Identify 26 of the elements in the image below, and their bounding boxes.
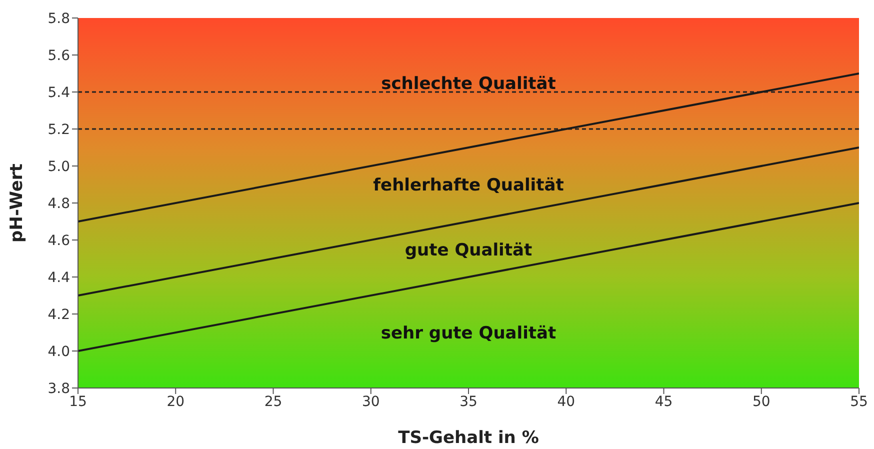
annotation: fehlerhafte Qualität (373, 176, 564, 196)
x-tick-label: 35 (460, 394, 478, 410)
y-tick-label: 5.8 (48, 10, 70, 27)
y-tick-label: 5.6 (48, 48, 70, 64)
y-tick-label: 3.8 (48, 380, 70, 397)
x-tick-label: 30 (362, 394, 380, 410)
annotation: gute Qualität (404, 240, 532, 260)
x-tick-label: 25 (264, 394, 282, 410)
y-tick-label: 4.2 (48, 306, 70, 323)
y-tick-label: 4.8 (48, 196, 70, 212)
x-tick-label: 45 (654, 394, 673, 410)
y-tick-label: 4.0 (48, 344, 70, 360)
annotation: sehr gute Qualität (380, 324, 556, 344)
x-axis-title: TS-Gehalt in % (398, 428, 539, 448)
y-tick-label: 5.0 (48, 158, 70, 175)
x-tick-label: 40 (557, 394, 576, 410)
x-tick-label: 50 (752, 394, 770, 410)
y-tick-label: 5.4 (48, 84, 70, 101)
x-tick-label: 55 (850, 394, 868, 410)
y-tick-label: 4.4 (48, 270, 70, 286)
y-tick-label: 4.6 (48, 232, 70, 249)
x-tick-label: 15 (69, 394, 87, 410)
x-tick-label: 20 (166, 394, 185, 410)
y-tick-label: 5.2 (48, 122, 70, 138)
annotation: schlechte Qualität (381, 74, 556, 94)
y-axis-title: pH-Wert (7, 164, 28, 242)
